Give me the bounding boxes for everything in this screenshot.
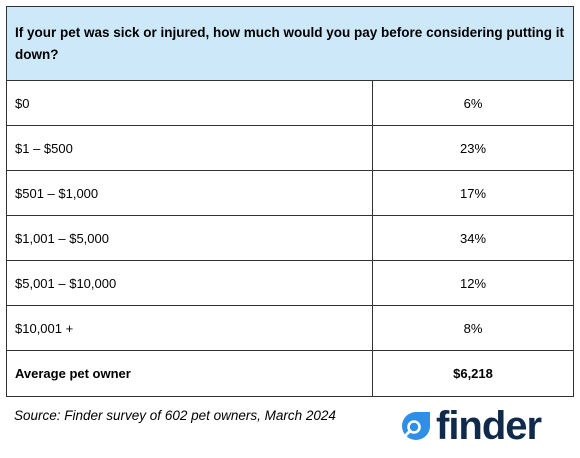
percent-cell: 23% xyxy=(372,125,574,171)
percent-cell: 34% xyxy=(372,215,574,261)
logo-icon xyxy=(402,412,430,440)
logo-text: finder xyxy=(436,404,542,448)
range-cell: $1 – $500 xyxy=(6,125,373,171)
table-body: $0 6% $1 – $500 23% $501 – $1,000 17% $1,001 –… xyxy=(6,80,574,397)
percent-cell: 8% xyxy=(372,305,574,351)
logo: finder xyxy=(400,402,542,450)
percent-cell: 17% xyxy=(372,170,574,216)
percent-cell: 12% xyxy=(372,260,574,306)
header-row: If your pet was sick or injured, how muc… xyxy=(6,6,574,81)
table-row: $10,001 +8% xyxy=(6,305,574,351)
range-cell: $0 xyxy=(6,80,373,126)
table-title: If your pet was sick or injured, how muc… xyxy=(6,6,574,81)
total-row: Average pet owner $6,218 xyxy=(6,350,574,397)
range-cell: $5,001 – $10,000 xyxy=(6,260,373,306)
range-cell: $501 – $1,000 xyxy=(6,170,373,216)
table-row: $1 – $500 23% xyxy=(6,125,574,171)
source-note: Source: Finder survey of 602 pet owners,… xyxy=(14,408,336,423)
table-row: $1,001 – $5,000 34% xyxy=(6,215,574,261)
table-row: $5,001 – $10,000 12% xyxy=(6,260,574,306)
table-row: $501 – $1,000 17% xyxy=(6,170,574,216)
survey-table: If your pet was sick or injured, how muc… xyxy=(6,6,574,397)
range-cell: $10,001 + xyxy=(6,305,373,351)
total-value: $6,218 xyxy=(372,350,574,397)
range-cell: $1,001 – $5,000 xyxy=(6,215,373,261)
total-label: Average pet owner xyxy=(6,350,373,397)
table-row: $0 6% xyxy=(6,80,574,126)
percent-cell: 6% xyxy=(372,80,574,126)
